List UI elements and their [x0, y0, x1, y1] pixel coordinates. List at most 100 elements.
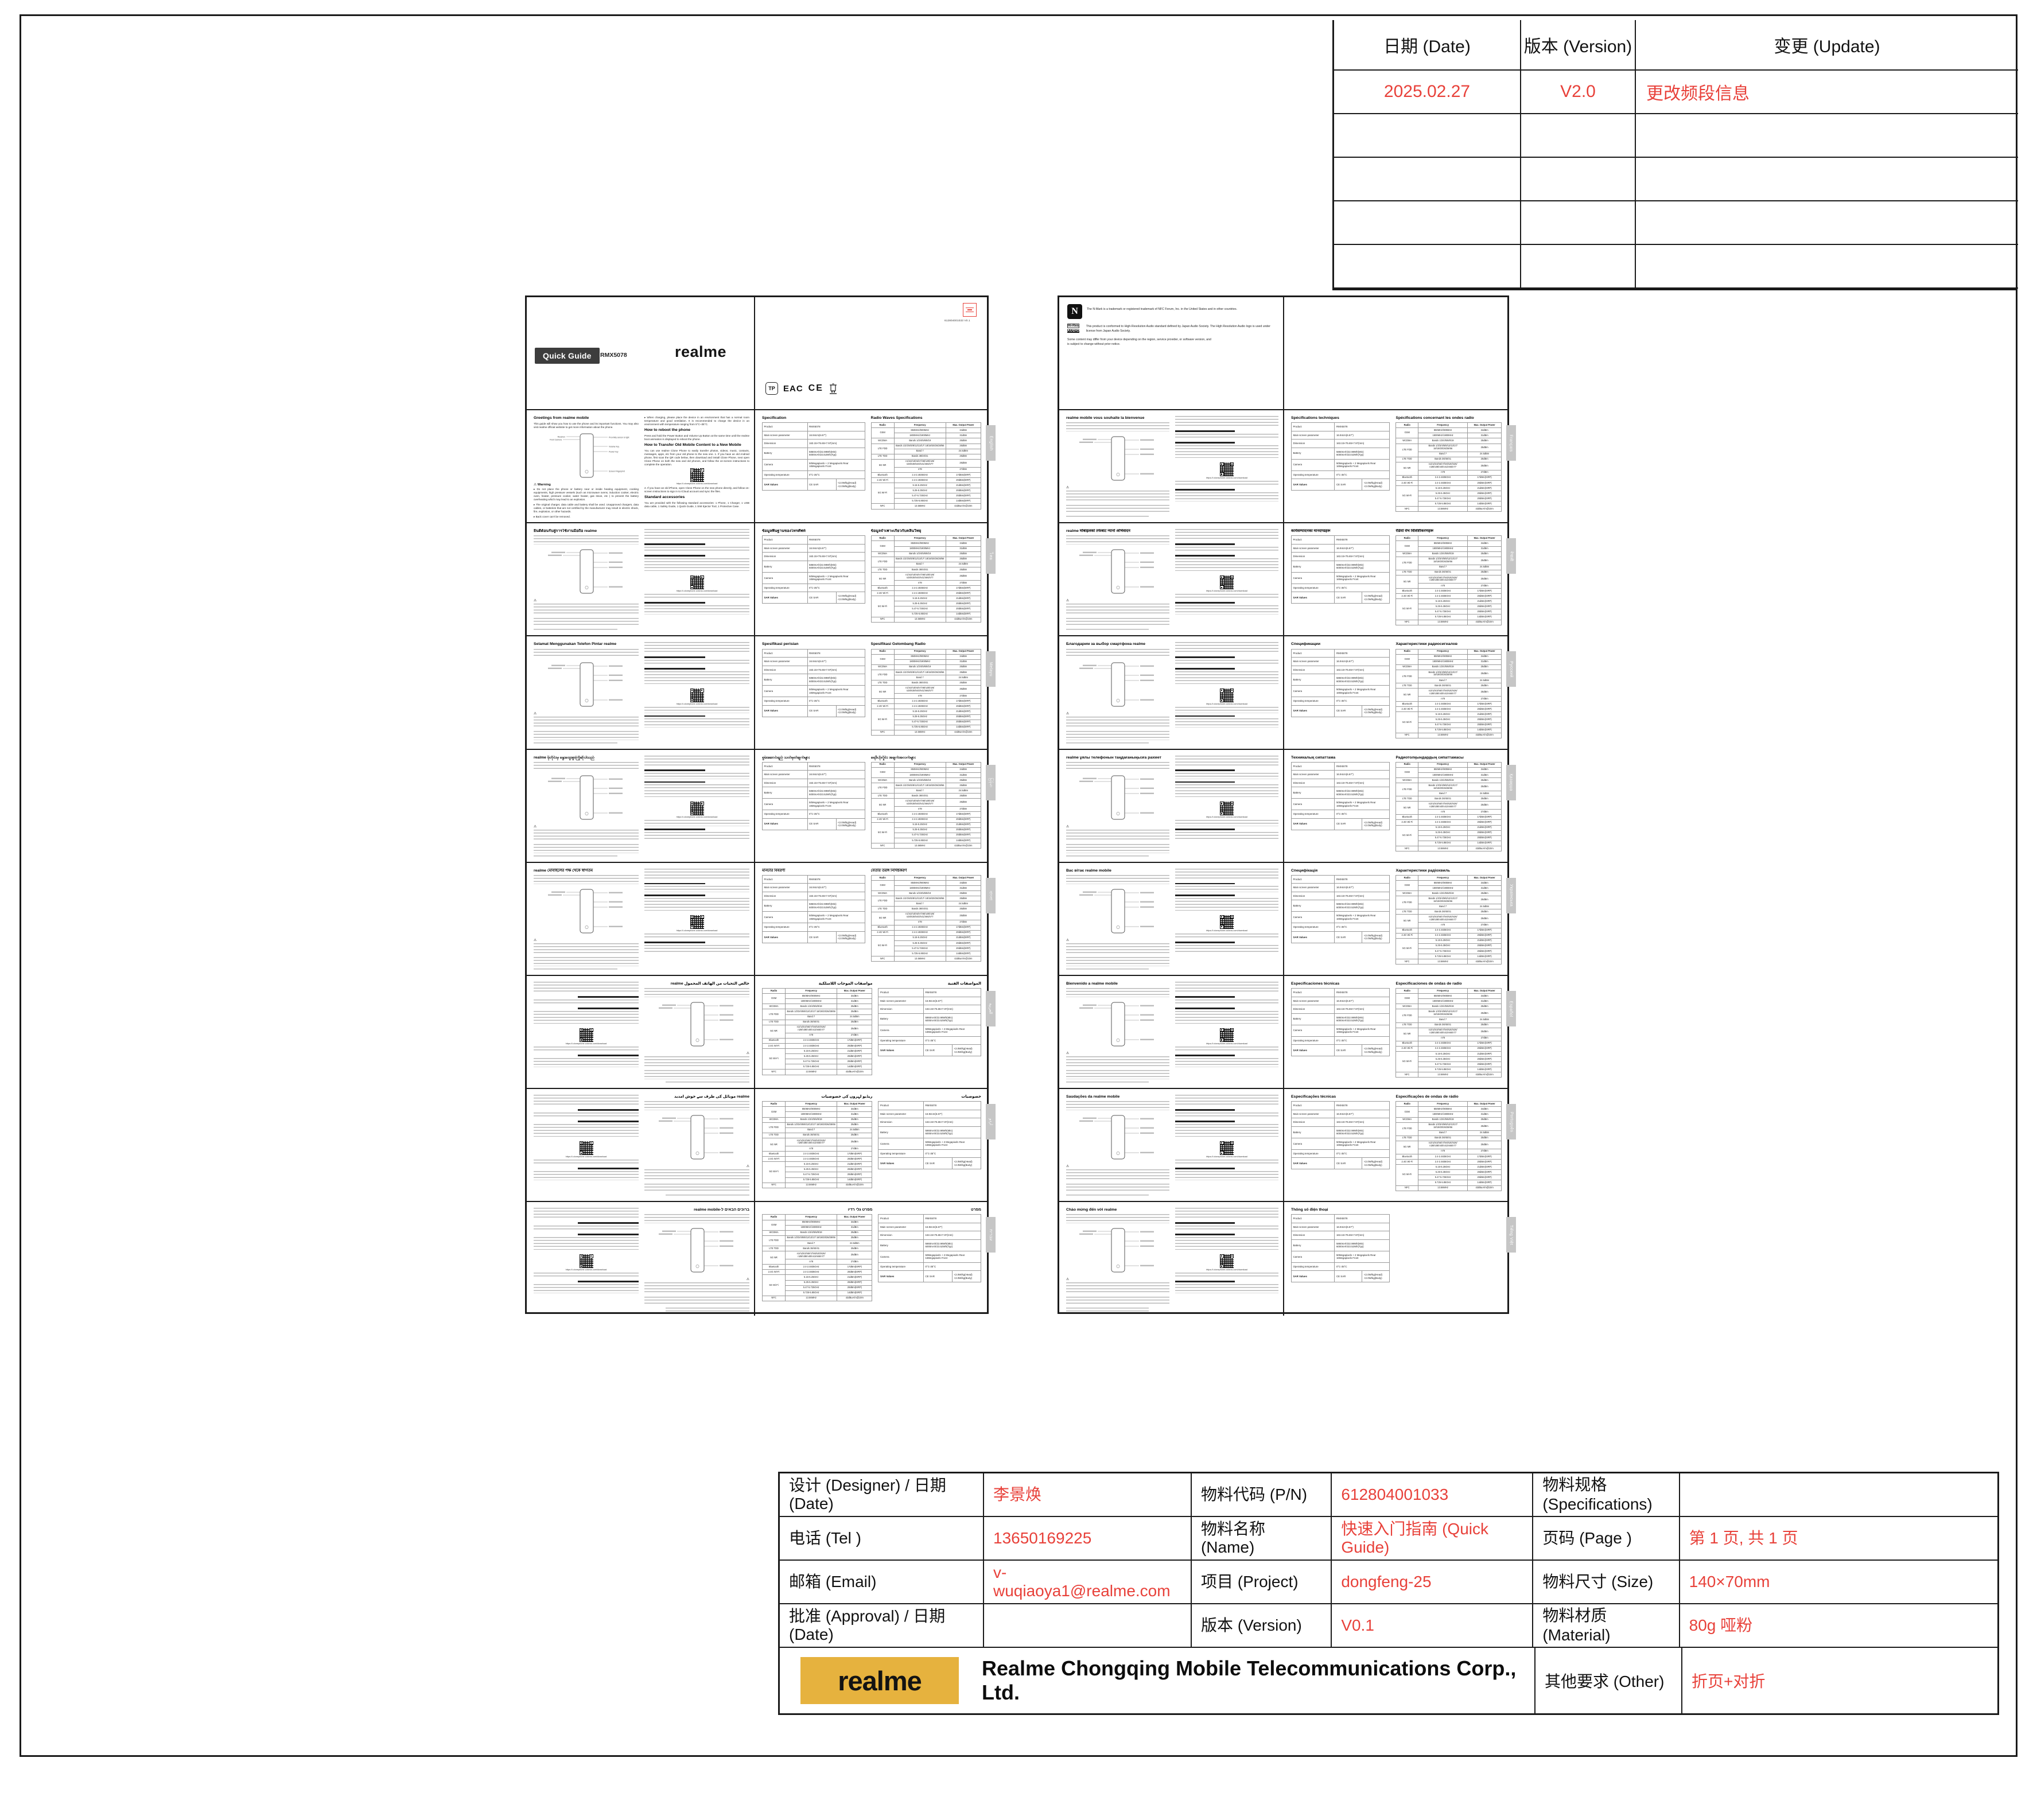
radio-power-cell: 21dBm(EIRP) [1467, 825, 1502, 831]
radio-header-cell: Radio [870, 535, 895, 542]
radio-power-cell: 25dBm [945, 906, 981, 912]
radio-freq-cell: Bands 38/40/41 [1418, 1022, 1468, 1028]
spec-label: Dimension [878, 1005, 924, 1014]
radio-power-cell: 27dBm [1467, 469, 1502, 476]
radio-band-cell: 5G NR [1395, 461, 1419, 476]
sar-value: <2.0W/kg(Head) <2.0W/kg(Body) [1362, 1270, 1390, 1283]
radio-row: Band 7 24.5dBm [871, 674, 981, 681]
spec-row: Operating temperature 0°C-35°C [878, 1036, 981, 1045]
radio-freq-cell: Band 7 [1418, 677, 1468, 684]
spec-row: Dimension 163.15×75.65×7.97(mm) [878, 1005, 981, 1014]
spec-value: 5860mAh/22.98Wh(Min) 6000mAh/23.52Wh(Typ) [923, 1239, 981, 1251]
phone-diagram [534, 773, 639, 823]
radio-freq-cell: 850MHz/900MHz [785, 1219, 838, 1226]
intro-column: Greetings from realme mobile This guide w… [534, 416, 639, 519]
qr-caption: https://i.clonephone.coloros.com/downloa… [565, 1042, 607, 1045]
radio-row: GSM 850MHz/900MHz 34dBm [762, 1219, 873, 1231]
radio-freq-cell: n1/n2/n3/n5/n7/n8/n20/n26/ n28/n38/n40/n… [785, 1137, 838, 1146]
spec-value: 16.94cm(6.67") [1334, 1109, 1390, 1119]
spec-label: Operating temperature [762, 583, 808, 593]
spec-row: Dimension 163.15×75.65×7.97(mm) [878, 1118, 981, 1127]
heading-placeholder [1175, 1168, 1235, 1170]
radio-row: 5G Wi-Fi 5.15-5.25GHz 21dBm(EIRP) [870, 822, 981, 844]
heading-placeholder [1175, 668, 1235, 670]
radio-power-cell: 20dBm(EIRP) [1467, 943, 1502, 949]
radio-power-cell: 34dBm [945, 654, 981, 660]
spec-label: Product [878, 1101, 924, 1110]
guide-row-urdu: realme موبائل کی طرف سے خوش آمدید ⚠ https:… [527, 1089, 987, 1203]
radio-freq-cell: 1800MHz/1900MHz [1418, 546, 1468, 552]
radio-freq-cell: Bands 38/40/41 [893, 680, 946, 686]
charging-note: ▸ When charging, please place the device… [644, 416, 749, 426]
radio-power-cell: 42dBuA/m@10m [1467, 732, 1502, 738]
spec-value: 163.15×75.65×7.97(mm) [807, 778, 865, 788]
spec-row-sar: SAR Values CE SAR <2.0W/kg(Head) <2.0W/kg(B… [762, 592, 865, 604]
guide-row-english: Greetings from realme mobile This guide w… [527, 410, 987, 524]
phone-diagram [644, 1113, 749, 1163]
radio-column: Especificações de ondas de rádio Radio Fre… [1395, 1095, 1502, 1197]
radio-power-cell: 21dBm(EIRP) [1467, 598, 1502, 605]
spec-table-title: Спецификации [1291, 642, 1320, 647]
radio-row: WCDMA Bands 1/2/4/5/6/8/19 25dBm [762, 1004, 873, 1010]
spec-label: Dimension [762, 665, 808, 675]
language-tab-malay: Melayu [986, 651, 996, 687]
radio-power-cell: 25dBm [1467, 1022, 1502, 1028]
info-label: 批准 (Approval) / 日期 (Date) [780, 1604, 984, 1647]
qr-caption: https://i.clonephone.coloros.com/downloa… [1206, 589, 1247, 592]
language-tab-portuguese: Português [1506, 1104, 1516, 1140]
text-half: Saudações da realme mobile ⚠ https://i.clo… [1059, 1089, 1284, 1201]
spec-value: 5860mAh/22.98Wh(Min) 6000mAh/23.52Wh(Typ) [807, 560, 865, 573]
radio-power-cell: 25dBm [1467, 443, 1502, 452]
radio-freq-cell: 5.15-5.25GHz [1418, 711, 1468, 718]
radio-freq-cell: 5.15-5.25GHz [893, 709, 946, 715]
radio-power-cell: 42dBuA/m@10m [945, 843, 981, 849]
radio-freq-cell: Bands 1/2/3/4/5/8/12/13/17/ 18/19/20/26/… [893, 669, 946, 676]
heading-placeholder [577, 1281, 639, 1283]
radio-freq-cell: 5.47-5.725GHz [785, 1172, 838, 1178]
radio-power-cell: 20dBm(EIRP) [837, 1280, 873, 1286]
spec-label: Dimension [1291, 1231, 1335, 1240]
text-lines-placeholder [1175, 1237, 1278, 1253]
sar-label: SAR Values [762, 592, 808, 604]
radio-header-cell: Frequency [893, 422, 946, 429]
text-lines-placeholder [1066, 603, 1169, 616]
radio-power-cell: 25dBm [837, 1137, 873, 1146]
radio-power-cell: 25dBm [1467, 896, 1502, 905]
radio-band-cell: GSM [1395, 427, 1419, 439]
spec-value: 16.94cm(6.67") [1334, 430, 1390, 440]
text-lines-placeholder [534, 1171, 639, 1180]
spec-row-sar: SAR Values CE SAR <2.0W/kg(Head) <2.0W/kg(B… [1291, 1044, 1390, 1057]
guide-row-bengali: realme মোবাইলের পক্ষ থেকে স্বাগতম ⚠ https:… [527, 862, 987, 976]
radio-power-cell: 31dBm [945, 885, 981, 892]
heading-placeholder [1175, 489, 1235, 491]
radio-column: Especificaciones de ondas de radio Radio F… [1395, 982, 1502, 1084]
spec-label: Operating temperature [878, 1262, 924, 1271]
heading-placeholder [1175, 602, 1235, 604]
radio-row: Bluetooth 2.4-2.4835GHz 17dBm(EIRP) [1395, 588, 1502, 594]
text-lines-placeholder [1066, 490, 1169, 503]
radio-waves-table: Radio Frequency Max. Output Power GSM 850MHz… [1395, 422, 1502, 512]
qr-eye-icon [1230, 689, 1234, 693]
spec-row: Operating temperature 0°C-35°C [878, 1262, 981, 1271]
radio-freq-cell: 13.56MHz [1418, 1072, 1468, 1078]
spec-row: Product RMX5078 [762, 874, 865, 884]
radio-header-cell: Radio [1395, 874, 1419, 881]
radio-power-cell: 42dBuA/m@10m [945, 503, 981, 510]
radio-row: n78 27dBm [763, 1032, 873, 1039]
language-tab-label: Русский [1509, 661, 1513, 678]
qr-eye-icon [1230, 802, 1234, 806]
qr-eye-icon [1230, 575, 1234, 580]
spec-row: Dimension 163.15×75.65×7.97(mm) [1291, 1005, 1390, 1014]
tables-half: Техникалық сипаттама Product RMX5078 Main s… [1284, 750, 1507, 862]
text-lines-placeholder [644, 820, 749, 826]
radio-row: 2.4G Wi-Fi 2.4-2.4835GHz 20dBm(EIRP) [1395, 1045, 1502, 1052]
spec-label: Product [1291, 988, 1335, 997]
radio-row: LTE TDD Bands 38/40/41 25dBm [762, 1132, 873, 1138]
text-lines-placeholder [534, 981, 639, 994]
revision-header-date: 日期 (Date) [1334, 20, 1521, 71]
radio-band-cell: WCDMA [1395, 1004, 1419, 1010]
qr-code [690, 575, 704, 589]
spec-row: Main screen parameter 16.94cm(6.67") [1291, 657, 1390, 666]
spec-value: 16.94cm(6.67") [1334, 996, 1390, 1006]
spec-column: المواصفات الفنية Product RMX5078 Main scree… [878, 982, 981, 1084]
